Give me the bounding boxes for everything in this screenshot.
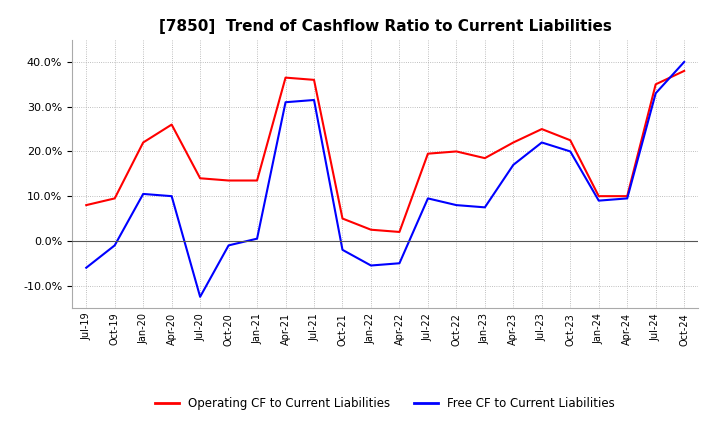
Operating CF to Current Liabilities	[480, 155, 489, 161]
Operating CF to Current Liabilities	[253, 178, 261, 183]
Operating CF to Current Liabilities	[310, 77, 318, 82]
Free CF to Current Liabilities	[196, 294, 204, 300]
Operating CF to Current Liabilities	[225, 178, 233, 183]
Free CF to Current Liabilities	[366, 263, 375, 268]
Free CF to Current Liabilities	[652, 91, 660, 96]
Operating CF to Current Liabilities	[366, 227, 375, 232]
Free CF to Current Liabilities	[167, 194, 176, 199]
Operating CF to Current Liabilities	[423, 151, 432, 156]
Free CF to Current Liabilities	[423, 196, 432, 201]
Free CF to Current Liabilities	[395, 260, 404, 266]
Operating CF to Current Liabilities	[139, 140, 148, 145]
Operating CF to Current Liabilities	[338, 216, 347, 221]
Operating CF to Current Liabilities	[623, 194, 631, 199]
Operating CF to Current Liabilities	[452, 149, 461, 154]
Line: Operating CF to Current Liabilities: Operating CF to Current Liabilities	[86, 71, 684, 232]
Free CF to Current Liabilities	[595, 198, 603, 203]
Free CF to Current Liabilities	[480, 205, 489, 210]
Operating CF to Current Liabilities	[395, 229, 404, 235]
Free CF to Current Liabilities	[282, 99, 290, 105]
Operating CF to Current Liabilities	[537, 126, 546, 132]
Operating CF to Current Liabilities	[82, 202, 91, 208]
Legend: Operating CF to Current Liabilities, Free CF to Current Liabilities: Operating CF to Current Liabilities, Fre…	[150, 392, 620, 415]
Operating CF to Current Liabilities	[566, 138, 575, 143]
Operating CF to Current Liabilities	[110, 196, 119, 201]
Free CF to Current Liabilities	[338, 247, 347, 253]
Operating CF to Current Liabilities	[167, 122, 176, 127]
Free CF to Current Liabilities	[310, 97, 318, 103]
Free CF to Current Liabilities	[509, 162, 518, 168]
Free CF to Current Liabilities	[537, 140, 546, 145]
Free CF to Current Liabilities	[452, 202, 461, 208]
Free CF to Current Liabilities	[253, 236, 261, 241]
Line: Free CF to Current Liabilities: Free CF to Current Liabilities	[86, 62, 684, 297]
Operating CF to Current Liabilities	[509, 140, 518, 145]
Free CF to Current Liabilities	[82, 265, 91, 270]
Operating CF to Current Liabilities	[595, 194, 603, 199]
Free CF to Current Liabilities	[680, 59, 688, 65]
Operating CF to Current Liabilities	[652, 82, 660, 87]
Operating CF to Current Liabilities	[196, 176, 204, 181]
Free CF to Current Liabilities	[623, 196, 631, 201]
Operating CF to Current Liabilities	[680, 68, 688, 73]
Free CF to Current Liabilities	[225, 243, 233, 248]
Free CF to Current Liabilities	[566, 149, 575, 154]
Operating CF to Current Liabilities	[282, 75, 290, 80]
Title: [7850]  Trend of Cashflow Ratio to Current Liabilities: [7850] Trend of Cashflow Ratio to Curren…	[159, 19, 611, 34]
Free CF to Current Liabilities	[139, 191, 148, 197]
Free CF to Current Liabilities	[110, 243, 119, 248]
